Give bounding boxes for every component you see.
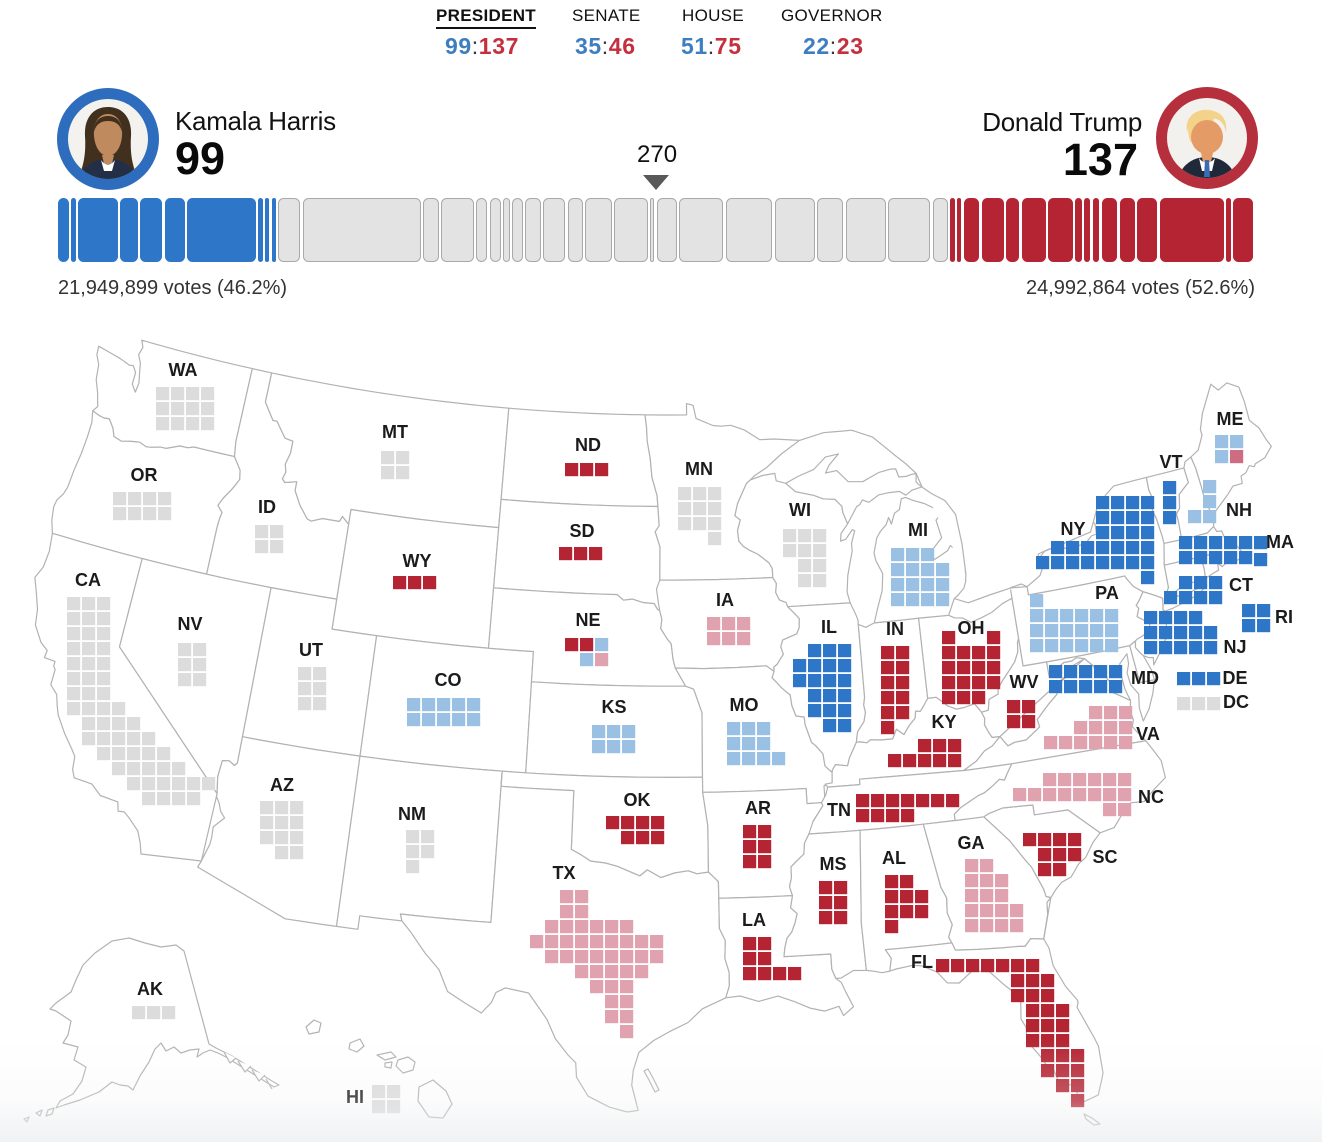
svg-text:GA: GA	[958, 833, 985, 853]
svg-text:AR: AR	[745, 798, 771, 818]
svg-text:SC: SC	[1092, 847, 1117, 867]
svg-text:PA: PA	[1095, 583, 1119, 603]
svg-text:IL: IL	[821, 617, 837, 637]
svg-text:IN: IN	[886, 619, 904, 639]
svg-text:KS: KS	[601, 697, 626, 717]
svg-text:AK: AK	[137, 979, 163, 999]
svg-text:LA: LA	[742, 910, 766, 930]
svg-text:HI: HI	[346, 1087, 364, 1107]
svg-text:MS: MS	[820, 854, 847, 874]
svg-text:ND: ND	[575, 435, 601, 455]
svg-text:WA: WA	[169, 360, 198, 380]
svg-text:NE: NE	[575, 610, 600, 630]
svg-text:VA: VA	[1136, 724, 1160, 744]
svg-text:MA: MA	[1266, 532, 1294, 552]
svg-text:TN: TN	[827, 800, 851, 820]
svg-text:DC: DC	[1223, 692, 1249, 712]
svg-text:MT: MT	[382, 422, 408, 442]
svg-text:CA: CA	[75, 570, 101, 590]
svg-text:UT: UT	[299, 640, 323, 660]
svg-text:MO: MO	[730, 695, 759, 715]
svg-text:WY: WY	[403, 551, 432, 571]
svg-text:NM: NM	[398, 804, 426, 824]
svg-text:ME: ME	[1217, 409, 1244, 429]
svg-text:NC: NC	[1138, 787, 1164, 807]
svg-text:SD: SD	[569, 521, 594, 541]
svg-text:NH: NH	[1226, 500, 1252, 520]
svg-text:AL: AL	[882, 848, 906, 868]
svg-text:NJ: NJ	[1223, 637, 1246, 657]
svg-text:MD: MD	[1131, 668, 1159, 688]
svg-text:RI: RI	[1275, 607, 1293, 627]
svg-text:KY: KY	[931, 712, 956, 732]
svg-text:FL: FL	[911, 952, 933, 972]
svg-text:TX: TX	[552, 863, 575, 883]
svg-text:MI: MI	[908, 520, 928, 540]
svg-text:CO: CO	[435, 670, 462, 690]
svg-text:CT: CT	[1229, 575, 1253, 595]
svg-text:ID: ID	[258, 497, 276, 517]
svg-text:IA: IA	[716, 590, 734, 610]
svg-text:WI: WI	[789, 500, 811, 520]
svg-text:MN: MN	[685, 459, 713, 479]
svg-text:VT: VT	[1159, 452, 1182, 472]
svg-text:OH: OH	[958, 618, 985, 638]
svg-text:DE: DE	[1222, 668, 1247, 688]
svg-text:WV: WV	[1010, 672, 1039, 692]
svg-text:OK: OK	[624, 790, 651, 810]
svg-text:OR: OR	[131, 465, 158, 485]
svg-text:NV: NV	[177, 614, 202, 634]
svg-text:AZ: AZ	[270, 775, 294, 795]
svg-text:NY: NY	[1060, 519, 1085, 539]
